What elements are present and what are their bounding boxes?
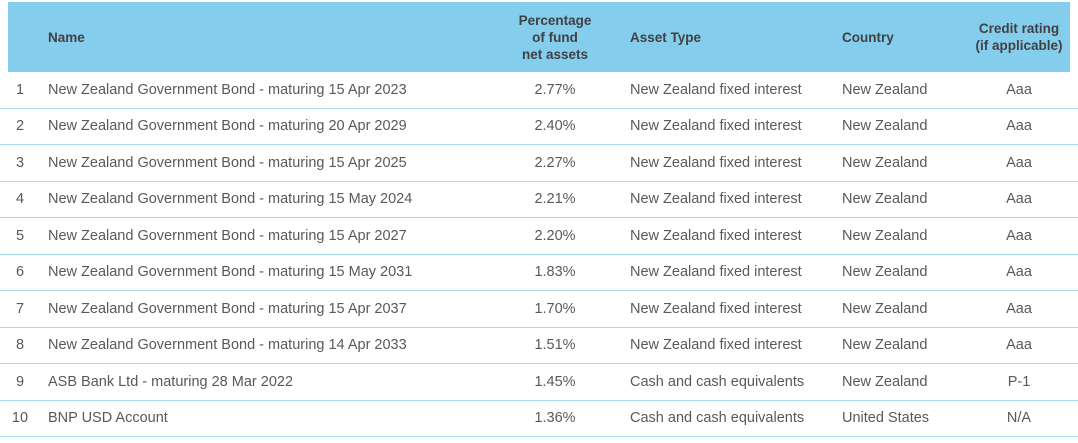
holding-name: ASB Bank Ltd - maturing 28 Mar 2022 bbox=[48, 373, 294, 390]
table-row: 10 BNP USD Account 1.36% Cash and cash e… bbox=[0, 401, 1078, 437]
holding-percentage: 1.83% bbox=[534, 264, 576, 281]
table-row: 3 New Zealand Government Bond - maturing… bbox=[0, 145, 1078, 182]
holding-percentage: 1.70% bbox=[534, 300, 576, 317]
row-number: 4 bbox=[15, 191, 25, 208]
holding-asset-type: New Zealand fixed interest bbox=[630, 227, 802, 244]
row-number: 5 bbox=[15, 227, 25, 244]
holding-country: New Zealand bbox=[842, 191, 928, 208]
holding-percentage: 2.20% bbox=[534, 227, 576, 244]
holding-name: New Zealand Government Bond - maturing 1… bbox=[48, 81, 407, 98]
row-number: 10 bbox=[11, 410, 29, 427]
holding-asset-type: New Zealand fixed interest bbox=[630, 154, 802, 171]
holding-name: New Zealand Government Bond - maturing 1… bbox=[48, 191, 413, 208]
holding-country: New Zealand bbox=[842, 300, 928, 317]
holding-credit: P-1 bbox=[1007, 373, 1031, 390]
column-header-asset-type: Asset Type bbox=[630, 29, 702, 45]
column-header-name: Name bbox=[48, 29, 85, 45]
holding-country: New Zealand bbox=[842, 337, 928, 354]
holding-asset-type: New Zealand fixed interest bbox=[630, 300, 802, 317]
holding-name: New Zealand Government Bond - maturing 1… bbox=[48, 227, 407, 244]
holding-country: New Zealand bbox=[842, 154, 928, 171]
table-header-row: Name Percentage of fund net assets Asset… bbox=[0, 2, 1078, 72]
holding-country: New Zealand bbox=[842, 264, 928, 281]
holding-credit: Aaa bbox=[1006, 300, 1032, 317]
table-row: 1 New Zealand Government Bond - maturing… bbox=[0, 72, 1078, 109]
column-header-percentage: Percentage of fund net assets bbox=[518, 12, 592, 62]
holding-percentage: 2.77% bbox=[534, 81, 576, 98]
holding-asset-type: Cash and cash equivalents bbox=[630, 373, 805, 390]
row-number: 6 bbox=[15, 264, 25, 281]
table-row: 2 New Zealand Government Bond - maturing… bbox=[0, 109, 1078, 145]
column-header-credit-rating: Credit rating (if applicable) bbox=[975, 21, 1063, 53]
holding-credit: Aaa bbox=[1006, 264, 1032, 281]
holding-credit: Aaa bbox=[1006, 191, 1032, 208]
row-number: 7 bbox=[15, 300, 25, 317]
holding-name: New Zealand Government Bond - maturing 1… bbox=[48, 300, 407, 317]
holding-credit: Aaa bbox=[1006, 337, 1032, 354]
table-row: 7 New Zealand Government Bond - maturing… bbox=[0, 291, 1078, 328]
holding-name: New Zealand Government Bond - maturing 1… bbox=[48, 154, 407, 171]
holding-percentage: 2.40% bbox=[534, 118, 576, 135]
holding-asset-type: New Zealand fixed interest bbox=[630, 191, 802, 208]
row-number: 2 bbox=[15, 118, 25, 135]
holding-asset-type: New Zealand fixed interest bbox=[630, 264, 802, 281]
row-number: 9 bbox=[15, 373, 25, 390]
table-row: 9 ASB Bank Ltd - maturing 28 Mar 2022 1.… bbox=[0, 364, 1078, 401]
holding-percentage: 1.36% bbox=[534, 410, 576, 427]
holding-country: New Zealand bbox=[842, 227, 928, 244]
row-number: 8 bbox=[15, 337, 25, 354]
holding-credit: Aaa bbox=[1006, 227, 1032, 244]
holding-percentage: 2.21% bbox=[534, 191, 576, 208]
row-number: 3 bbox=[15, 154, 25, 171]
row-number: 1 bbox=[15, 81, 25, 98]
table-row: 5 New Zealand Government Bond - maturing… bbox=[0, 218, 1078, 255]
holding-asset-type: Cash and cash equivalents bbox=[630, 410, 805, 427]
holding-asset-type: New Zealand fixed interest bbox=[630, 81, 802, 98]
holding-name: New Zealand Government Bond - maturing 1… bbox=[48, 264, 413, 281]
table-row: 4 New Zealand Government Bond - maturing… bbox=[0, 182, 1078, 218]
table-row: 8 New Zealand Government Bond - maturing… bbox=[0, 328, 1078, 364]
holding-name: New Zealand Government Bond - maturing 1… bbox=[48, 337, 407, 354]
holding-percentage: 1.45% bbox=[534, 373, 576, 390]
holding-name: BNP USD Account bbox=[48, 410, 168, 427]
holding-country: New Zealand bbox=[842, 373, 928, 390]
holding-asset-type: New Zealand fixed interest bbox=[630, 118, 802, 135]
holding-credit: Aaa bbox=[1006, 154, 1032, 171]
holding-asset-type: New Zealand fixed interest bbox=[630, 337, 802, 354]
holding-credit: Aaa bbox=[1006, 118, 1032, 135]
holding-percentage: 2.27% bbox=[534, 154, 576, 171]
holding-name: New Zealand Government Bond - maturing 2… bbox=[48, 118, 407, 135]
holding-credit: N/A bbox=[1006, 410, 1032, 427]
holding-credit: Aaa bbox=[1006, 81, 1032, 98]
holding-country: United States bbox=[842, 410, 930, 427]
table-row: 6 New Zealand Government Bond - maturing… bbox=[0, 255, 1078, 291]
holding-country: New Zealand bbox=[842, 118, 928, 135]
holding-country: New Zealand bbox=[842, 81, 928, 98]
table-header-background bbox=[8, 2, 1070, 72]
holding-percentage: 1.51% bbox=[534, 337, 576, 354]
column-header-country: Country bbox=[842, 29, 894, 45]
